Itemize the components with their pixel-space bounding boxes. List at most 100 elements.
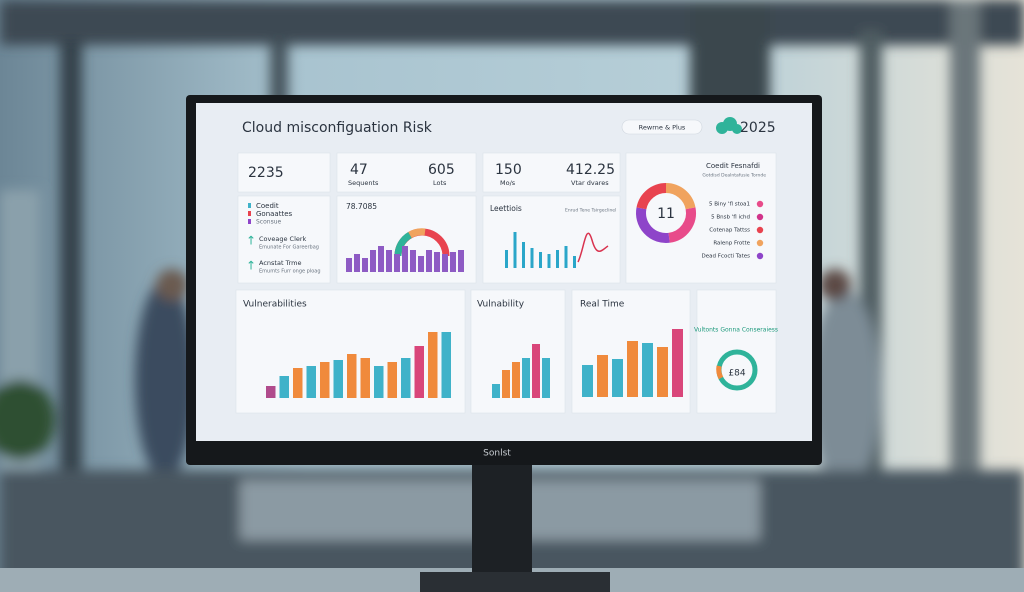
progress-ring	[716, 365, 724, 380]
panel-subtitle: Gotdisd Dealntafusie Tornde	[702, 173, 766, 179]
trend-title: Acnstat Trme	[259, 259, 301, 267]
status-marker	[248, 203, 251, 208]
legend-dot	[756, 226, 764, 234]
bar	[450, 252, 456, 272]
trend-note: Emunate For Gareerbag	[259, 245, 319, 251]
bar	[564, 246, 568, 268]
bar	[458, 250, 464, 272]
panel-title: Coedit Fesnafdi	[706, 162, 760, 170]
panel-title: Vulnability	[477, 300, 525, 310]
bar	[492, 384, 500, 398]
donut-slice	[665, 183, 696, 210]
panel-title: 78.7085	[346, 202, 377, 211]
donut-center: 11	[657, 206, 675, 222]
monitor-stand	[472, 462, 532, 582]
status-item: Sconsue	[256, 219, 282, 226]
legend-label: Ralenp Frotte	[713, 241, 750, 247]
bar	[387, 362, 397, 398]
legend-dot	[756, 213, 764, 221]
badge[interactable]	[621, 119, 703, 135]
bar	[354, 254, 360, 272]
trend-arrow: ↑	[246, 234, 256, 248]
monitor-base	[420, 572, 610, 592]
cloud-icon	[716, 117, 742, 134]
bar	[360, 358, 370, 398]
bar	[573, 256, 576, 268]
bar	[402, 246, 408, 272]
bar	[556, 250, 559, 268]
status-marker	[248, 211, 251, 216]
legend-dot	[756, 200, 764, 208]
status-item: Coedit	[256, 202, 279, 210]
dashboard-title: Cloud misconfiguation Risk	[242, 120, 433, 136]
donut-card	[625, 152, 777, 284]
donut-slice	[636, 207, 670, 243]
kpi-card	[237, 152, 331, 193]
bar	[542, 358, 550, 398]
kpi-label: Mo/s	[500, 179, 516, 187]
trend-line	[577, 232, 609, 263]
bar	[672, 329, 683, 397]
kpi-value: 605	[428, 162, 455, 178]
panel-title: Leettiois	[490, 204, 522, 213]
bar	[378, 246, 384, 272]
kpi-card	[482, 152, 621, 193]
bar	[346, 258, 352, 272]
bar	[513, 232, 517, 268]
panel-title: Real Time	[580, 300, 625, 310]
legend-label: Dead Fcocti Tates	[702, 254, 751, 260]
kpi-value: 150	[495, 162, 522, 178]
bar	[266, 386, 276, 398]
bar	[428, 332, 438, 398]
kpi-label: Sequents	[348, 179, 379, 187]
bar	[512, 362, 520, 398]
trend-title: Coveage Clerk	[259, 235, 307, 243]
kpi-label: Vtar dvares	[571, 179, 609, 187]
legend-dot	[756, 252, 764, 260]
bar	[401, 358, 411, 398]
kpi-label: Lots	[433, 179, 447, 187]
bar	[279, 376, 289, 398]
panel-title: Vultonts Gonna Conseraiess	[694, 327, 778, 334]
bar	[539, 252, 542, 268]
bar	[386, 250, 392, 272]
status-card	[237, 195, 331, 284]
bar	[597, 355, 608, 397]
status-item: Gonaattes	[256, 210, 293, 218]
bar	[532, 344, 540, 398]
donut-slice	[668, 207, 696, 243]
bar	[502, 370, 510, 398]
brand: Sonlst	[483, 449, 511, 459]
kpi-value: 47	[350, 162, 368, 178]
panel-legend: Enrud Tene Tsirgeclinel	[565, 208, 616, 214]
year: 2025	[740, 120, 776, 136]
legend-dot	[756, 239, 764, 247]
bar	[612, 359, 623, 397]
bar	[441, 332, 451, 398]
badge-text: Rewrne & Plus	[639, 124, 686, 132]
bar	[434, 252, 440, 272]
kpi-card	[336, 152, 477, 193]
legend-label: Cotenap Tattss	[709, 228, 750, 234]
bar	[320, 362, 330, 398]
trend-arrow: ↑	[246, 259, 256, 273]
bar	[374, 366, 384, 398]
bar	[306, 366, 316, 398]
bar	[530, 248, 534, 268]
status-marker	[248, 219, 251, 224]
donut-slice	[636, 183, 667, 210]
bar	[414, 346, 424, 398]
bar	[418, 256, 424, 272]
bar	[293, 368, 303, 398]
gauge-arc	[408, 228, 426, 239]
bar	[547, 254, 551, 268]
legend-label: 5 Bnsb 'fl ichd	[711, 215, 750, 221]
trend-note: Emumts Furr onge ploag	[259, 269, 321, 275]
line-card	[482, 195, 621, 284]
kpi-value: 2235	[248, 165, 284, 181]
bar	[505, 250, 508, 268]
bar	[362, 258, 368, 272]
bar	[657, 347, 668, 397]
